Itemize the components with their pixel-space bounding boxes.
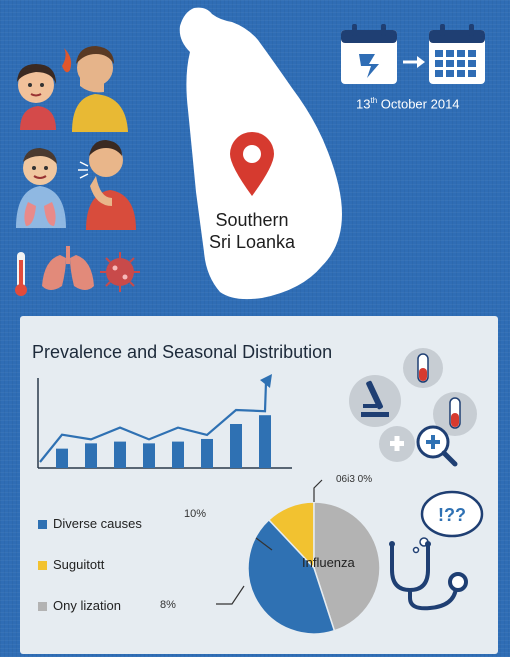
leader-line bbox=[313, 479, 323, 502]
legend-item-lization: Ony lization bbox=[38, 598, 121, 613]
fever-girl-icon bbox=[17, 48, 72, 130]
lungs-person-icon bbox=[16, 148, 66, 228]
date-label: 13th October 2014 bbox=[356, 96, 460, 111]
diagnosis-icons: !?? bbox=[389, 490, 484, 611]
legend-label: Suguitott bbox=[53, 557, 105, 572]
pie-label-influenza: Influenza bbox=[302, 555, 356, 570]
legend-swatch bbox=[38, 520, 47, 530]
seasonal-bar-chart bbox=[37, 374, 292, 469]
legend-label: Ony lization bbox=[53, 598, 121, 613]
distribution-pie-chart: Influenza bbox=[216, 479, 380, 635]
bar bbox=[230, 424, 242, 468]
date-suffix: th bbox=[370, 96, 378, 105]
coughing-man-icon bbox=[72, 46, 128, 132]
bar bbox=[56, 448, 68, 468]
trend-arrow-icon bbox=[260, 374, 272, 388]
leader-line bbox=[216, 585, 245, 605]
prevalence-panel: Prevalence and Seasonal Distribution bbox=[20, 316, 498, 654]
bar bbox=[143, 443, 155, 468]
lungs-icon bbox=[42, 246, 94, 290]
location-pin-icon bbox=[230, 132, 274, 196]
microscope-icon bbox=[349, 375, 401, 427]
legend-item-suguitott: Suguitott bbox=[38, 557, 104, 572]
leader-line bbox=[255, 537, 273, 551]
sri-lanka-map bbox=[179, 7, 342, 300]
question-marks: !?? bbox=[438, 505, 466, 525]
calendar-transition bbox=[341, 24, 485, 84]
test-tube-icon bbox=[403, 348, 443, 388]
pct-right: 06i3 0% bbox=[336, 474, 373, 485]
calendar-end-icon bbox=[429, 24, 485, 84]
bar bbox=[259, 415, 271, 468]
date-rest: October 2014 bbox=[377, 96, 460, 112]
thermometer-icon bbox=[15, 252, 27, 296]
map-label-line2: Sri Loanka bbox=[208, 232, 296, 252]
map-label: Southern Sri Loanka bbox=[200, 209, 304, 253]
map-label-line1: Southern bbox=[215, 210, 289, 230]
legend-swatch bbox=[38, 561, 47, 571]
test-tube-2-icon bbox=[433, 392, 477, 436]
medical-cross-icon bbox=[379, 426, 415, 462]
trend-line bbox=[39, 381, 268, 463]
question-bubble-icon: !?? bbox=[412, 490, 484, 554]
pct-top: 10% bbox=[184, 508, 207, 520]
pct-bottom: 8% bbox=[160, 599, 176, 611]
date-day: 13 bbox=[356, 96, 371, 112]
legend-label: Diverse causes bbox=[53, 516, 142, 531]
symptom-illustrations bbox=[15, 46, 140, 296]
bar bbox=[201, 438, 213, 468]
virus-icon bbox=[100, 252, 140, 292]
bar bbox=[85, 443, 97, 468]
panel-title: Prevalence and Seasonal Distribution bbox=[32, 342, 333, 362]
arrow-right-icon bbox=[403, 56, 425, 68]
bar bbox=[172, 441, 184, 468]
sneezing-man-icon bbox=[78, 140, 136, 230]
legend-item-diverse: Diverse causes bbox=[38, 516, 142, 531]
legend-swatch bbox=[38, 602, 47, 612]
bar bbox=[114, 441, 126, 468]
calendar-start-icon bbox=[341, 24, 397, 84]
magnifier-plus-icon bbox=[416, 425, 458, 467]
pie-slice bbox=[313, 501, 380, 632]
stethoscope-icon bbox=[389, 541, 468, 611]
lab-icons bbox=[349, 348, 477, 467]
